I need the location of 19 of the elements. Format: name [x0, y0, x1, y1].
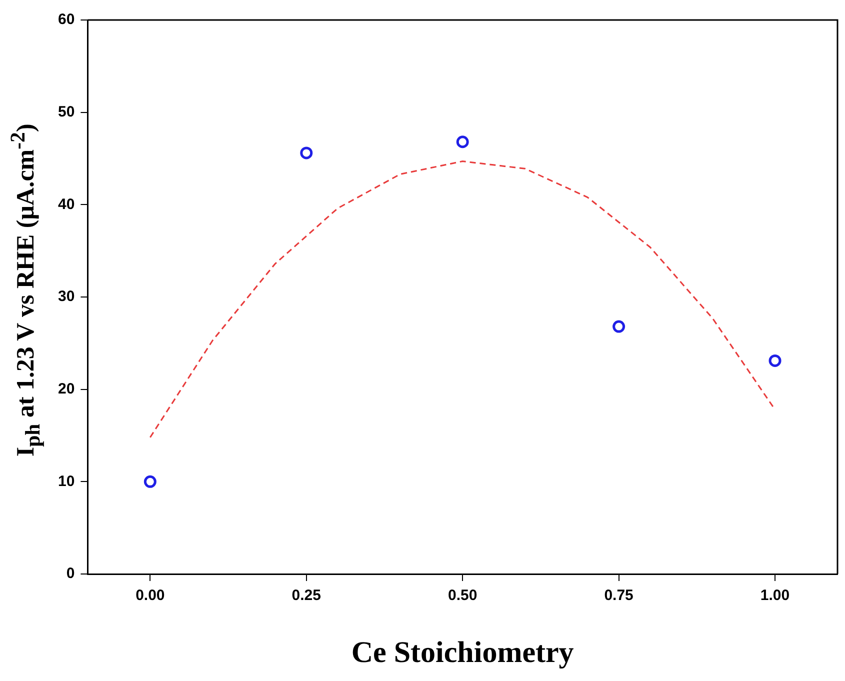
point: [144, 475, 156, 488]
point: [456, 136, 469, 148]
x-tick-label: 0.00: [136, 587, 165, 604]
x-axis-title: Ce Stoichiometry: [351, 636, 574, 669]
y-tick-label: 30: [58, 288, 75, 306]
x-tick-label: 0.50: [448, 587, 478, 604]
x-tick-label: 1.00: [760, 587, 790, 604]
x-tick-label: 0.25: [292, 587, 321, 604]
point: [768, 354, 782, 367]
x-tick-label: 0.75: [604, 587, 634, 604]
y-tick-label: 10: [58, 472, 75, 490]
y-tick-label: 60: [58, 11, 75, 28]
line-series: [149, 160, 776, 438]
point: [300, 146, 313, 160]
y-tick-label: 20: [58, 380, 75, 398]
y-tick-label: 40: [58, 196, 75, 213]
point: [612, 320, 626, 333]
y-tick-label: 0: [66, 565, 75, 582]
y-tick-label: 50: [58, 103, 75, 120]
